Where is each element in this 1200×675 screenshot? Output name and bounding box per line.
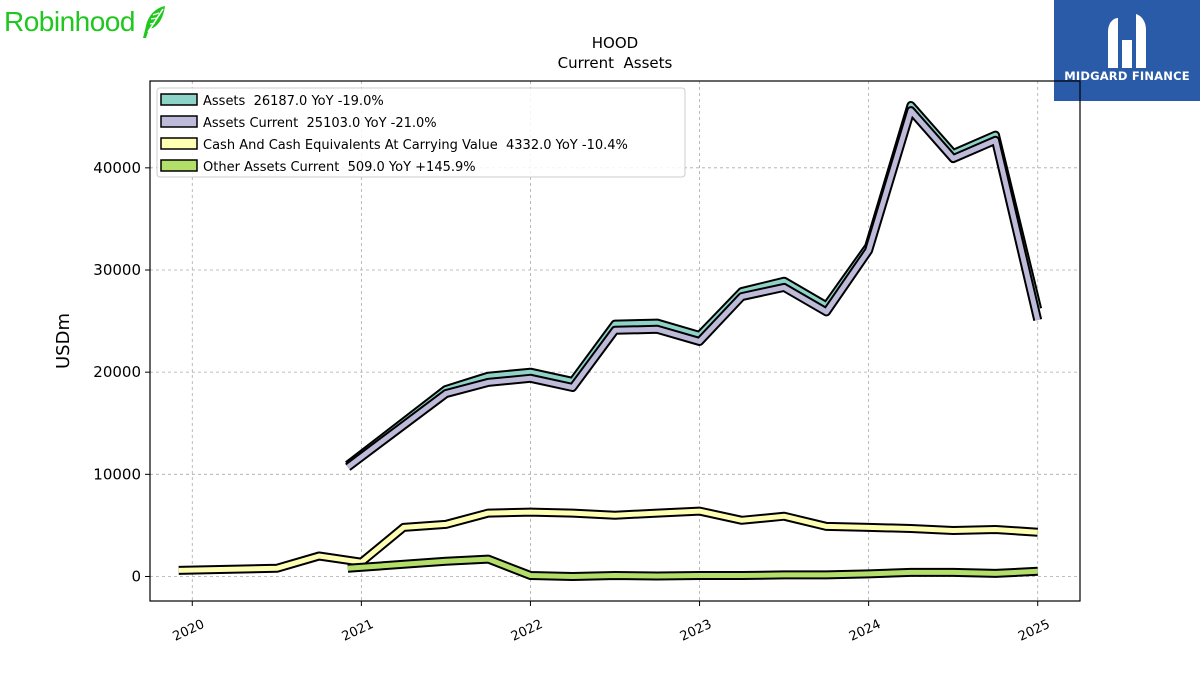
legend-entry-1: Assets Current 25103.0 YoY -21.0% [203, 116, 437, 131]
y-tick-label: 10000 [93, 465, 141, 483]
legend-entry-0: Assets 26187.0 YoY -19.0% [203, 94, 384, 109]
x-tick-label: 2021 [340, 617, 376, 645]
grid [150, 81, 1080, 601]
series-outline-1 [345, 106, 1043, 471]
legend-swatch-1 [160, 115, 198, 128]
legend-entry-3: Other Assets Current 509.0 YoY +145.9% [203, 160, 476, 175]
x-tick-label: 2022 [509, 617, 545, 645]
series-outline-3 [347, 554, 1038, 581]
series-layer [178, 101, 1043, 581]
y-tick-label: 40000 [93, 159, 141, 177]
feather-icon [142, 6, 165, 38]
y-tick-label: 0 [131, 567, 141, 585]
midgard-finance-badge: MIDGARD FINANCE [1054, 0, 1200, 101]
x-tick-label: 2024 [847, 617, 883, 645]
x-tick-label: 2020 [171, 617, 207, 645]
legend-swatch-2 [160, 137, 198, 150]
y-tick-label: 20000 [93, 363, 141, 381]
series-outline-0 [345, 101, 1043, 469]
x-ticks: 2020 2021 2022 2023 2024 2025 [171, 601, 1052, 645]
legend: Assets 26187.0 YoY -19.0% Assets Current … [156, 87, 686, 178]
legend-swatch-3 [160, 159, 198, 172]
chart-title: HOOD [592, 34, 638, 52]
plot-frame [149, 80, 1081, 602]
y-ticks: 0 10000 20000 30000 40000 [93, 159, 150, 585]
legend-box [156, 87, 686, 178]
series-line-1 [346, 108, 1041, 470]
series-line-3 [347, 556, 1038, 579]
midgard-logo-icon [1108, 14, 1146, 68]
y-tick-label: 30000 [93, 261, 141, 279]
legend-swatch-0 [160, 93, 198, 106]
x-tick-label: 2025 [1016, 617, 1052, 645]
y-axis-label: USDm [53, 313, 74, 369]
series-line-2 [178, 508, 1038, 573]
series-outline-2 [178, 506, 1038, 575]
badge-label: MIDGARD FINANCE [1064, 69, 1190, 83]
chart-subtitle: Current Assets [558, 54, 673, 72]
legend-entry-2: Cash And Cash Equivalents At Carrying Va… [203, 138, 628, 153]
series-line-0 [346, 103, 1041, 468]
x-tick-label: 2023 [678, 617, 714, 645]
brand-name: Robinhood [4, 6, 135, 37]
robinhood-logo: Robinhood [4, 2, 169, 42]
